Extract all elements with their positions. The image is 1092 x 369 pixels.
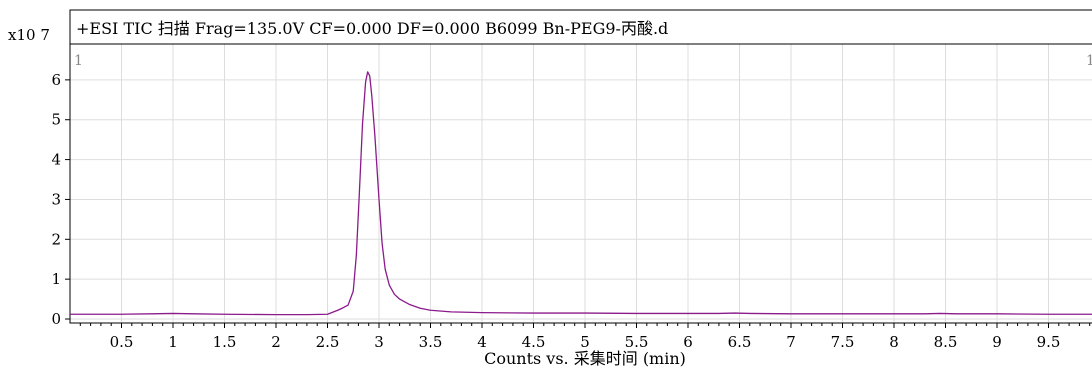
x-tick-label: 3.5 bbox=[419, 333, 443, 351]
x-tick-label: 9.5 bbox=[1037, 333, 1061, 351]
y-tick-label: 1 bbox=[51, 270, 61, 288]
y-tick-label: 2 bbox=[51, 230, 61, 248]
panel-marker-right: 1 bbox=[1086, 53, 1092, 69]
x-tick-label: 0.5 bbox=[110, 333, 134, 351]
y-tick-label: 6 bbox=[51, 71, 61, 89]
series-layer bbox=[70, 71, 1092, 316]
plot-frame bbox=[69, 9, 1092, 324]
x-tick-label: 7 bbox=[786, 333, 796, 351]
x-tick-label: 2 bbox=[271, 333, 281, 351]
x-tick-label: 7.5 bbox=[831, 333, 855, 351]
y-tick-label: 3 bbox=[51, 190, 61, 208]
x-tick-label: 5.5 bbox=[625, 333, 649, 351]
x-tick-label: 4.5 bbox=[522, 333, 546, 351]
y-tick-label: 5 bbox=[51, 111, 61, 129]
x-tick-label: 8.5 bbox=[934, 333, 958, 351]
series-line-1 bbox=[70, 71, 1092, 316]
x-tick-label: 1.5 bbox=[213, 333, 237, 351]
x-tick-label: 6 bbox=[683, 333, 693, 351]
y-axis: 0 1 2 3 4 5 6 bbox=[51, 71, 70, 328]
chart-title: +ESI TIC 扫描 Frag=135.0V CF=0.000 DF=0.00… bbox=[76, 19, 668, 38]
x-axis-label: Counts vs. 采集时间 (min) bbox=[484, 349, 686, 368]
x-tick-label: 4 bbox=[477, 333, 487, 351]
x-tick-label: 8 bbox=[889, 333, 899, 351]
x-tick-label: 1 bbox=[168, 333, 178, 351]
y-tick-label: 0 bbox=[51, 310, 61, 328]
y-tick-label: 4 bbox=[51, 151, 61, 169]
y-multiplier-label: x10 7 bbox=[8, 26, 50, 44]
x-tick-label: 5 bbox=[580, 333, 590, 351]
x-axis: 0.5 1 1.5 2 2.5 3 3.5 4 4.5 5 5.5 6 6.5 7 7.5 8 8.5 9 9.5 bbox=[79, 323, 1091, 351]
x-tick-label: 6.5 bbox=[728, 333, 752, 351]
panel-marker-left: 1 bbox=[74, 53, 83, 69]
x-tick-label: 3 bbox=[374, 333, 384, 351]
x-tick-label: 9 bbox=[992, 333, 1002, 351]
x-tick-label: 2.5 bbox=[316, 333, 340, 351]
gridlines bbox=[70, 44, 1092, 323]
